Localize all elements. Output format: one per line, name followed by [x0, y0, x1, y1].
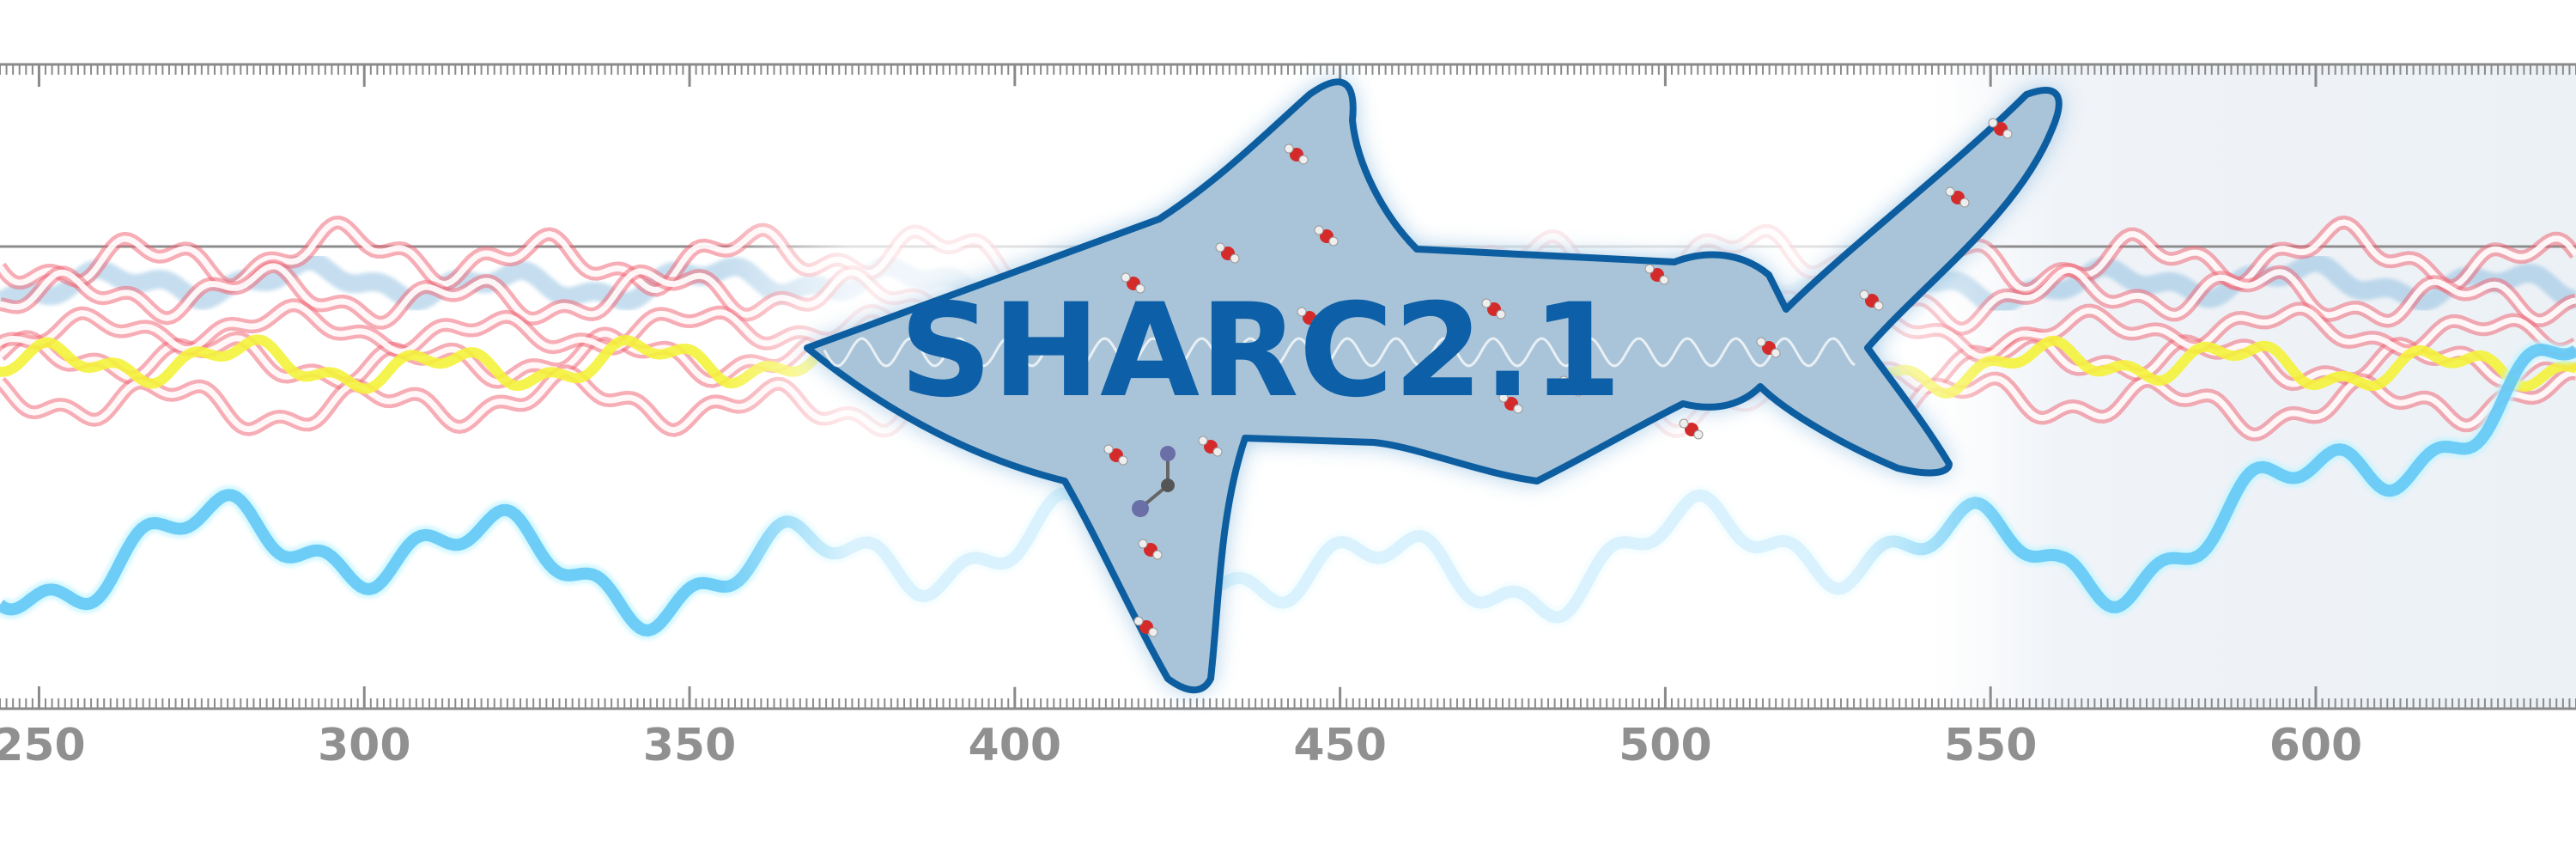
tick-label: 550	[1944, 720, 2038, 771]
water-molecule	[1198, 436, 1223, 457]
water-molecule	[1138, 539, 1163, 560]
water-molecule	[1121, 272, 1145, 294]
water-molecule	[1644, 264, 1669, 285]
water-molecule	[1756, 337, 1781, 358]
shark-logo: SHARC2.1	[804, 78, 2063, 694]
water-molecule	[1945, 186, 1970, 208]
shark-inner-waves	[823, 337, 1856, 368]
inner-wave	[823, 337, 1856, 368]
water-molecule	[1988, 118, 2013, 139]
molecule-decorations	[1103, 118, 2013, 637]
tick-label: 350	[643, 720, 737, 771]
tick-label: 400	[969, 720, 1062, 771]
tick-label: 500	[1619, 720, 1712, 771]
organic-molecule	[1132, 446, 1176, 517]
water-molecule	[1215, 242, 1240, 264]
tick-label: 300	[318, 720, 411, 771]
water-molecule	[1498, 393, 1523, 414]
tick-label: 600	[2269, 720, 2363, 771]
water-molecule	[1481, 298, 1506, 320]
water-molecule	[1859, 289, 1884, 311]
logo-text: SHARC2.1	[900, 277, 1622, 426]
water-molecule	[1103, 444, 1128, 466]
top-axis	[0, 63, 2576, 87]
bottom-axis: 250 300 350 400 450 500 550 600	[0, 686, 2576, 771]
water-molecule	[1133, 616, 1158, 637]
water-molecule	[1314, 225, 1339, 247]
water-molecule	[1297, 307, 1321, 328]
water-molecule	[1284, 143, 1309, 165]
water-molecule	[1558, 375, 1583, 397]
tick-label: 450	[1293, 720, 1387, 771]
tick-label: 250	[0, 720, 86, 771]
water-molecule	[1679, 418, 1704, 440]
